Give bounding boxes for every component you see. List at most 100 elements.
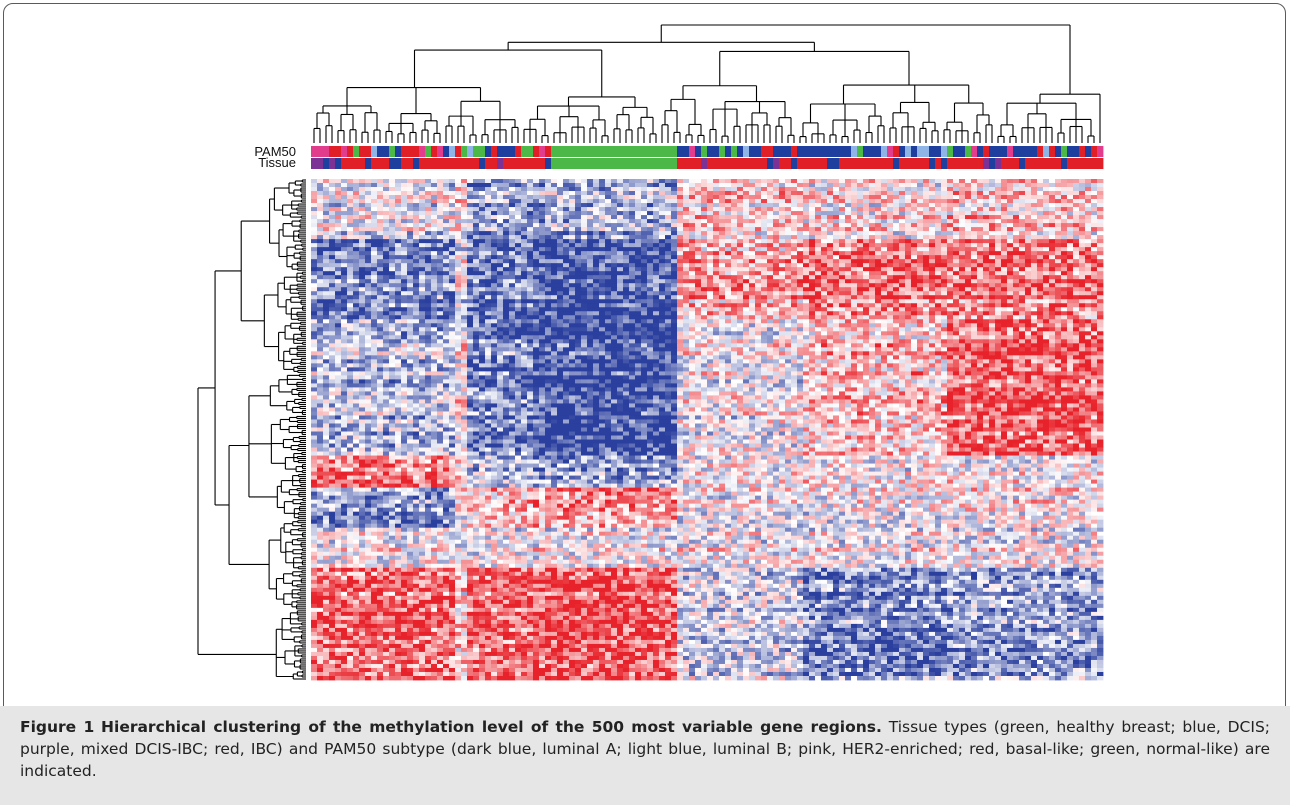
heatmap-cell	[581, 199, 588, 204]
heatmap-cell	[1049, 283, 1056, 288]
heatmap-cell	[587, 215, 594, 220]
heatmap-cell	[977, 223, 984, 228]
tissue-cell	[875, 158, 882, 169]
heatmap-cell	[449, 275, 456, 280]
tissue-cell	[437, 158, 444, 169]
heatmap-cell	[1055, 215, 1062, 220]
heatmap-cell	[767, 251, 774, 256]
heatmap-cell	[1067, 271, 1074, 276]
heatmap-cell	[1049, 271, 1056, 276]
heatmap-cell	[1073, 203, 1080, 208]
heatmap-cell	[947, 211, 954, 216]
heatmap-cell	[521, 223, 528, 228]
heatmap-cell	[533, 263, 540, 268]
heatmap-cell	[713, 215, 720, 220]
heatmap-cell	[965, 259, 972, 264]
tissue-cell	[809, 158, 816, 169]
heatmap-cell	[893, 179, 900, 184]
heatmap-cell	[701, 191, 708, 196]
heatmap-cell	[929, 255, 936, 260]
pam50-cell	[1049, 146, 1056, 157]
heatmap-cell	[839, 251, 846, 256]
heatmap-cell	[407, 215, 414, 220]
heatmap-cell	[1055, 219, 1062, 224]
heatmap-cell	[575, 251, 582, 256]
pam50-cell	[983, 146, 990, 157]
heatmap-cell	[929, 179, 936, 184]
heatmap-cell	[563, 215, 570, 220]
heatmap-cell	[365, 259, 372, 264]
heatmap-cell	[1055, 235, 1062, 240]
heatmap-cell	[845, 271, 852, 276]
heatmap-cell	[533, 199, 540, 204]
heatmap-cell	[443, 275, 450, 280]
heatmap-cell	[737, 203, 744, 208]
heatmap-cell	[875, 231, 882, 236]
heatmap-cell	[353, 179, 360, 184]
heatmap-cell	[1055, 195, 1062, 200]
heatmap-cell	[959, 223, 966, 228]
heatmap-cell	[431, 251, 438, 256]
heatmap-cell	[857, 215, 864, 220]
heatmap-cell	[671, 251, 678, 256]
heatmap-cell	[971, 191, 978, 196]
heatmap-cell	[1061, 287, 1068, 292]
heatmap-cell	[569, 287, 576, 292]
heatmap-cell	[341, 215, 348, 220]
heatmap-cell	[455, 243, 462, 248]
heatmap-cell	[713, 203, 720, 208]
heatmap-cell	[611, 235, 618, 240]
heatmap-cell	[617, 187, 624, 192]
pam50-cell	[917, 146, 924, 157]
heatmap-cell	[953, 275, 960, 280]
heatmap-cell	[1025, 195, 1032, 200]
heatmap-cell	[545, 251, 552, 256]
heatmap-cell	[845, 207, 852, 212]
heatmap-cell	[719, 279, 726, 284]
heatmap-cell	[587, 255, 594, 260]
heatmap-cell	[1007, 179, 1014, 184]
heatmap-cell	[587, 283, 594, 288]
heatmap-cell	[599, 191, 606, 196]
heatmap-cell	[437, 183, 444, 188]
heatmap-cell	[965, 243, 972, 248]
heatmap-cell	[455, 207, 462, 212]
heatmap-cell	[317, 251, 324, 256]
pam50-cell	[509, 146, 516, 157]
heatmap-cell	[875, 287, 882, 292]
heatmap-cell	[1013, 287, 1020, 292]
heatmap-cell	[1097, 187, 1104, 192]
heatmap-cell	[485, 227, 492, 232]
heatmap-cell	[893, 191, 900, 196]
heatmap-cell	[677, 267, 684, 272]
heatmap-cell	[515, 283, 522, 288]
heatmap-cell	[551, 235, 558, 240]
heatmap-cell	[737, 239, 744, 244]
heatmap-cell	[449, 195, 456, 200]
heatmap-cell	[611, 191, 618, 196]
heatmap-cell	[359, 195, 366, 200]
heatmap-cell	[1043, 203, 1050, 208]
heatmap-cell	[533, 203, 540, 208]
pam50-cell	[353, 146, 360, 157]
heatmap-cell	[839, 263, 846, 268]
heatmap-cell	[911, 259, 918, 264]
heatmap-cell	[371, 187, 378, 192]
pam50-cell	[863, 146, 870, 157]
heatmap-cell	[665, 263, 672, 268]
heatmap-cell	[551, 243, 558, 248]
heatmap-cell	[905, 207, 912, 212]
heatmap-cell	[479, 235, 486, 240]
heatmap-cell	[923, 267, 930, 272]
heatmap-cell	[497, 287, 504, 292]
heatmap-cell	[473, 259, 480, 264]
heatmap-cell	[863, 267, 870, 272]
heatmap-cell	[659, 251, 666, 256]
heatmap-cell	[587, 227, 594, 232]
heatmap-cell	[875, 235, 882, 240]
heatmap-cell	[971, 247, 978, 252]
tissue-cell	[503, 158, 510, 169]
heatmap-cell	[491, 287, 498, 292]
heatmap-cell	[827, 179, 834, 184]
heatmap-cell	[935, 271, 942, 276]
